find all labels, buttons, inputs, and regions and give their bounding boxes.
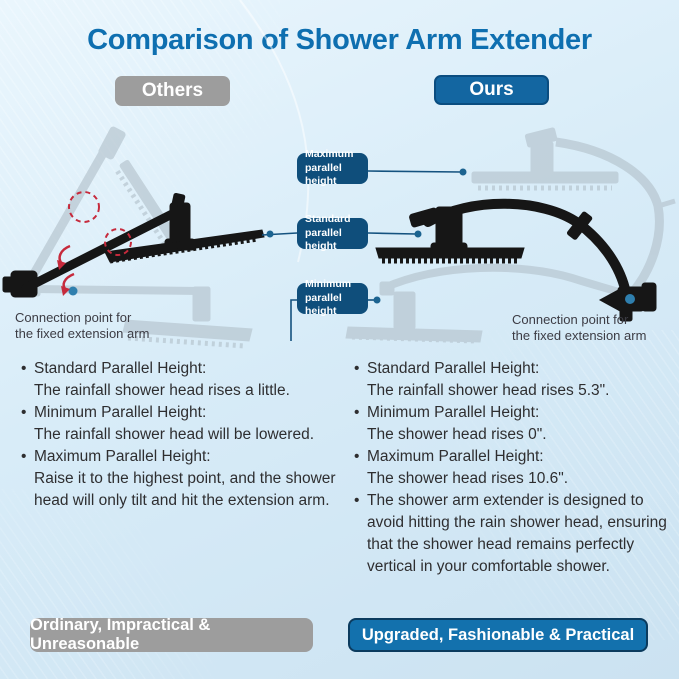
- red-rotation-arrow: [58, 244, 71, 265]
- tag-line: parallel height: [305, 161, 342, 188]
- list-item: Standard Parallel Height: The rainfall s…: [353, 358, 669, 402]
- others-problem-highlights: [57, 191, 132, 296]
- others-arm-raised-ghost: [23, 126, 182, 289]
- list-item-title: Minimum Parallel Height:: [34, 404, 207, 421]
- ours-arm-standard: [375, 198, 657, 322]
- page-title: Comparison of Shower Arm Extender: [87, 24, 592, 56]
- others-verdict-banner: Ordinary, Impractical & Unreasonable: [30, 616, 313, 653]
- note-line: Connection point for: [512, 312, 629, 327]
- ours-column-header-badge: Ours: [434, 75, 549, 105]
- minimum-parallel-height-tag: Minimum parallel height: [297, 278, 368, 317]
- list-item-title: Maximum Parallel Height:: [34, 448, 211, 465]
- others-header-label: Others: [141, 80, 204, 101]
- ours-arm-raised-ghost: [471, 127, 676, 296]
- list-item-body: The rainfall shower head will be lowered…: [34, 426, 315, 443]
- red-highlight-circle: [104, 228, 132, 256]
- list-item-title: Standard Parallel Height:: [367, 360, 540, 377]
- list-item-title: Minimum Parallel Height:: [367, 404, 540, 421]
- note-line: Connection point for: [15, 310, 132, 325]
- list-item-body: Raise it to the highest point, and the s…: [34, 470, 336, 509]
- tag-line: Maximum: [305, 148, 354, 161]
- ours-header-label: Ours: [469, 79, 514, 100]
- list-item-title: Maximum Parallel Height:: [367, 448, 544, 465]
- list-item-title: Standard Parallel Height:: [34, 360, 207, 377]
- others-column-header-badge: Others: [115, 76, 230, 106]
- ours-verdict-label: Upgraded, Fashionable & Practical: [361, 625, 635, 644]
- list-item: Maximum Parallel Height: Raise it to the…: [20, 446, 342, 512]
- tag-line: parallel height: [305, 226, 342, 253]
- list-item-body: The rainfall shower head rises a little.: [34, 382, 290, 399]
- tag-line: Minimum: [305, 278, 352, 291]
- list-item: Minimum Parallel Height: The shower head…: [353, 402, 669, 446]
- ours-verdict-banner: Upgraded, Fashionable & Practical: [348, 618, 648, 652]
- list-item-body: The shower arm extender is designed to a…: [367, 492, 667, 575]
- list-item: The shower arm extender is designed to a…: [353, 490, 669, 578]
- ours-feature-list: Standard Parallel Height: The rainfall s…: [353, 358, 669, 578]
- list-item-body: The shower head rises 0".: [367, 426, 547, 443]
- others-verdict-label: Ordinary, Impractical & Unreasonable: [30, 616, 211, 653]
- tag-line: parallel height: [305, 291, 342, 318]
- list-item: Maximum Parallel Height: The shower head…: [353, 446, 669, 490]
- note-line: the fixed extension arm: [512, 327, 647, 343]
- maximum-parallel-height-tag: Maximum parallel height: [297, 148, 368, 187]
- list-item-body: The shower head rises 10.6".: [367, 470, 569, 487]
- tag-line: Standard: [305, 213, 351, 226]
- list-item: Standard Parallel Height: The rainfall s…: [20, 358, 342, 402]
- red-highlight-circle: [68, 191, 100, 223]
- note-line: the fixed extension arm: [15, 325, 150, 341]
- others-arm-standard: [2, 192, 265, 298]
- others-connection-point-note: Connection point for the fixed extension…: [15, 310, 149, 341]
- list-item-body: The rainfall shower head rises 5.3".: [367, 382, 610, 399]
- others-feature-list: Standard Parallel Height: The rainfall s…: [20, 358, 342, 512]
- red-rotation-arrow: [62, 272, 75, 291]
- list-item: Minimum Parallel Height: The rainfall sh…: [20, 402, 342, 446]
- ours-connection-point-note: Connection point for the fixed extension…: [512, 312, 646, 343]
- standard-parallel-height-tag: Standard parallel height: [297, 213, 368, 252]
